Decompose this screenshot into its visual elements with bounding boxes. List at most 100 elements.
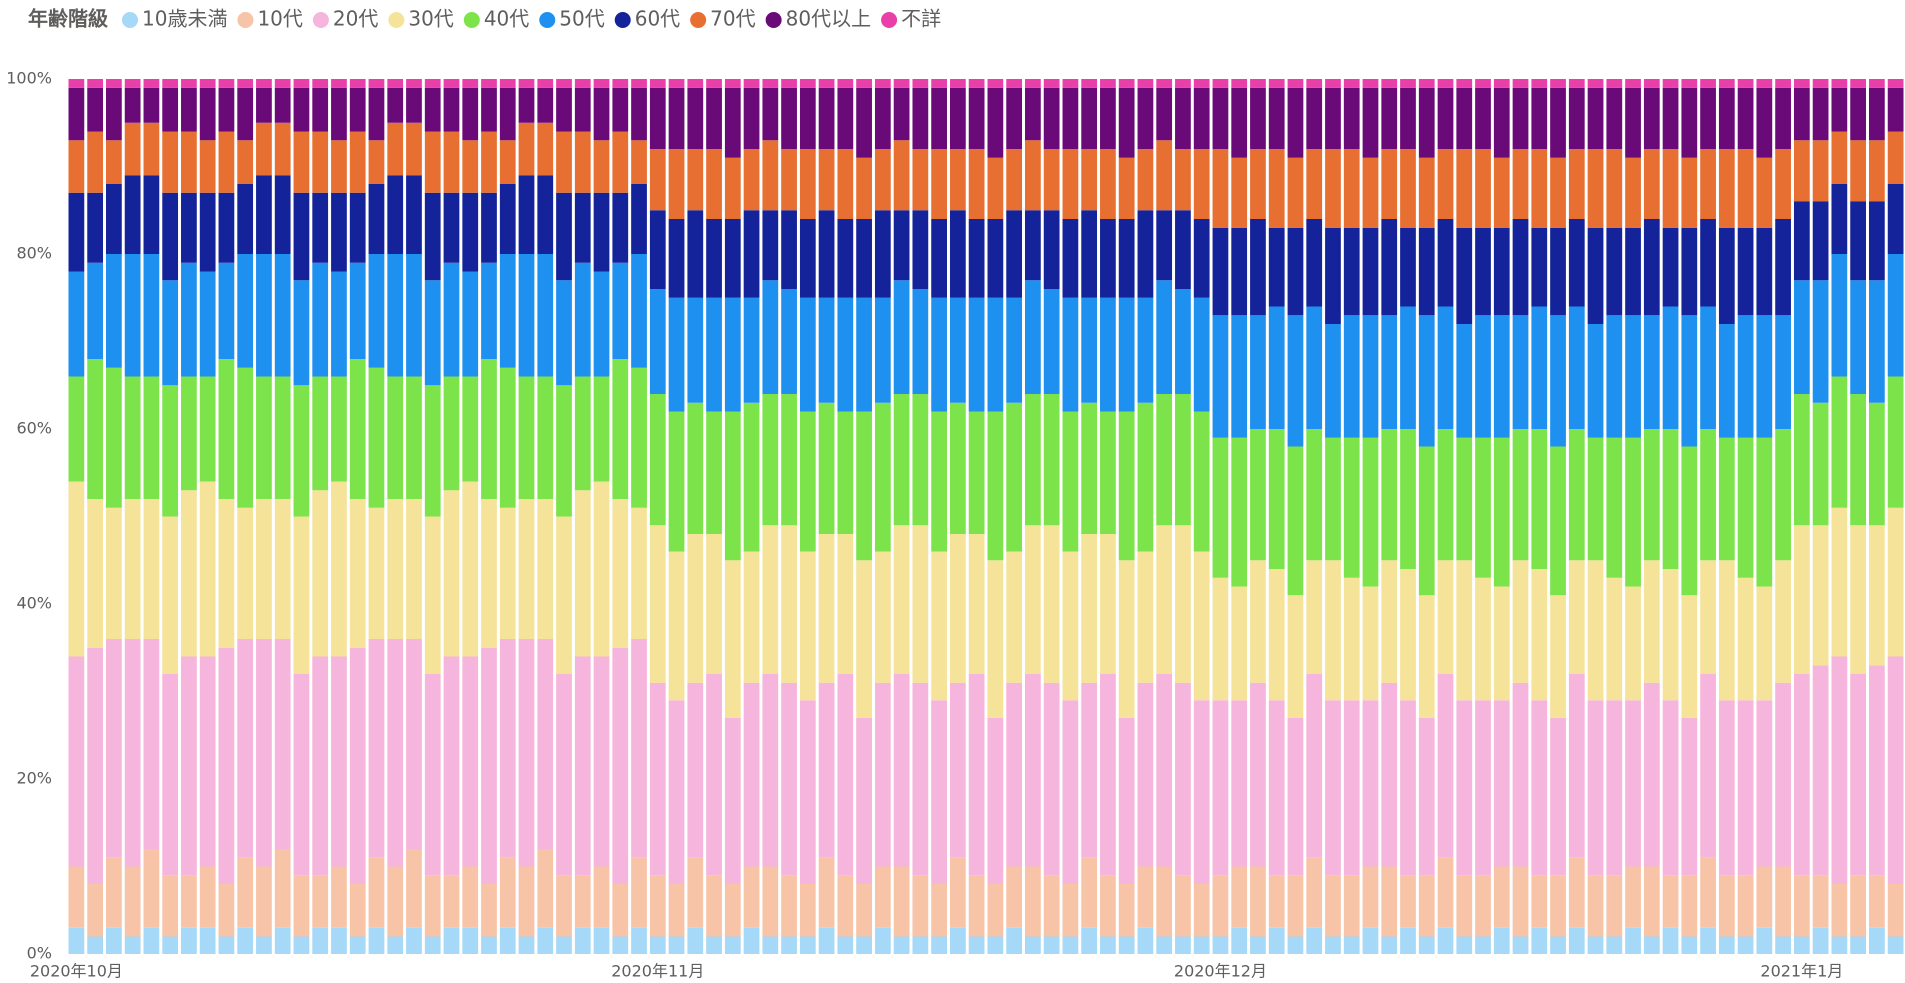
bar-segment [743,297,760,403]
bar-segment [874,297,891,403]
bar-segment [1493,227,1510,316]
bar-segment [462,79,479,88]
bar-segment [1718,149,1735,228]
bar-segment [124,936,141,954]
bar-segment [1193,149,1210,219]
bar-segment [556,674,572,876]
bar-segment [181,490,197,657]
bar-segment [143,122,160,176]
bar-segment [1231,700,1248,867]
legend-label[interactable]: 10代 [257,7,302,31]
bar-segment [1400,569,1416,701]
bar-segment [1100,411,1116,534]
legend-label[interactable]: 10歳未満 [142,7,227,31]
bar-segment [687,210,704,298]
bar-segment [162,131,179,193]
legend-label[interactable]: 80代以上 [786,7,871,31]
bar-segment [574,376,591,491]
bar-segment [1193,884,1210,937]
bar-segment [1737,700,1754,876]
bar-segment [593,140,610,193]
bar-segment [1006,682,1023,867]
bar-segment [1212,875,1229,937]
bar-segment [893,394,910,526]
bar-segment [1718,560,1735,701]
bar-segment [631,507,647,639]
bar-segment [1850,201,1866,281]
bar-segment [349,79,366,88]
bar-segment [1831,656,1848,884]
y-tick-label: 20% [16,769,52,788]
bar-segment [837,87,854,149]
bar-segment [143,849,160,928]
bar-segment [1493,927,1510,954]
bar-segment [443,192,460,263]
bar-segment [256,499,272,639]
bar-segment [368,927,385,954]
legend-label[interactable]: 40代 [484,7,529,31]
bar-segment [1681,875,1698,937]
legend-label[interactable]: 50代 [559,7,604,31]
bar-segment [1512,79,1529,88]
bar-segment [1343,700,1360,876]
bar-segment [349,87,366,132]
bar-segment [1625,927,1641,954]
bar-segment [1325,700,1341,876]
bar-segment [1212,577,1229,701]
bar-segment [1681,595,1698,718]
bar-segment [1512,429,1529,561]
bar-segment [1231,315,1248,438]
bar-segment [781,149,797,211]
legend-label[interactable]: 20代 [333,7,378,31]
bar-segment [949,534,966,683]
bar-segment [874,87,891,149]
bar-segment [649,525,666,683]
bar-segment [1175,149,1191,211]
bar-segment [1550,227,1566,316]
bar-segment [162,87,179,132]
bar-segment [1025,210,1041,281]
bar-segment [368,367,385,508]
bar-segment [293,385,310,517]
bar-segment [1043,149,1060,211]
bar-segment [1568,79,1585,88]
bar-segment [762,280,779,394]
bar-segment [387,175,404,254]
legend-label[interactable]: 60代 [635,7,680,31]
bar-segment [724,560,741,718]
bar-segment [593,927,610,954]
bar-segment [574,79,591,88]
bar-segment [949,402,966,534]
bar-segment [256,936,272,954]
bar-segment [1118,936,1135,954]
bar-segment [1118,297,1135,412]
bar-segment [1250,682,1266,867]
bar-segment [68,140,85,193]
bar-segment [1850,79,1866,88]
bar-segment [1793,79,1810,88]
bar-segment [1793,936,1810,954]
bar-segment [1362,79,1379,88]
bar-segment [68,376,85,482]
bar-segment [537,849,554,928]
bar-segment [1287,717,1304,876]
bar-segment [1118,717,1135,884]
bar-segment [1568,674,1585,858]
bar-segment [706,674,722,876]
bar-segment [1531,927,1548,954]
bar-segment [799,149,816,219]
bar-segment [331,87,347,141]
bar-segment [481,499,497,648]
bar-segment [1437,79,1454,88]
legend-label[interactable]: 不詳 [901,7,941,31]
bar-segment [1681,79,1698,88]
bar-segment [1850,936,1866,954]
legend-label[interactable]: 30代 [408,7,453,31]
bar-segment [856,717,872,884]
bar-segment [387,499,404,639]
bar-segment [143,87,160,123]
bar-segment [1287,936,1304,954]
bar-segment [87,87,104,132]
bar-segment [818,857,835,928]
legend-label[interactable]: 70代 [710,7,755,31]
